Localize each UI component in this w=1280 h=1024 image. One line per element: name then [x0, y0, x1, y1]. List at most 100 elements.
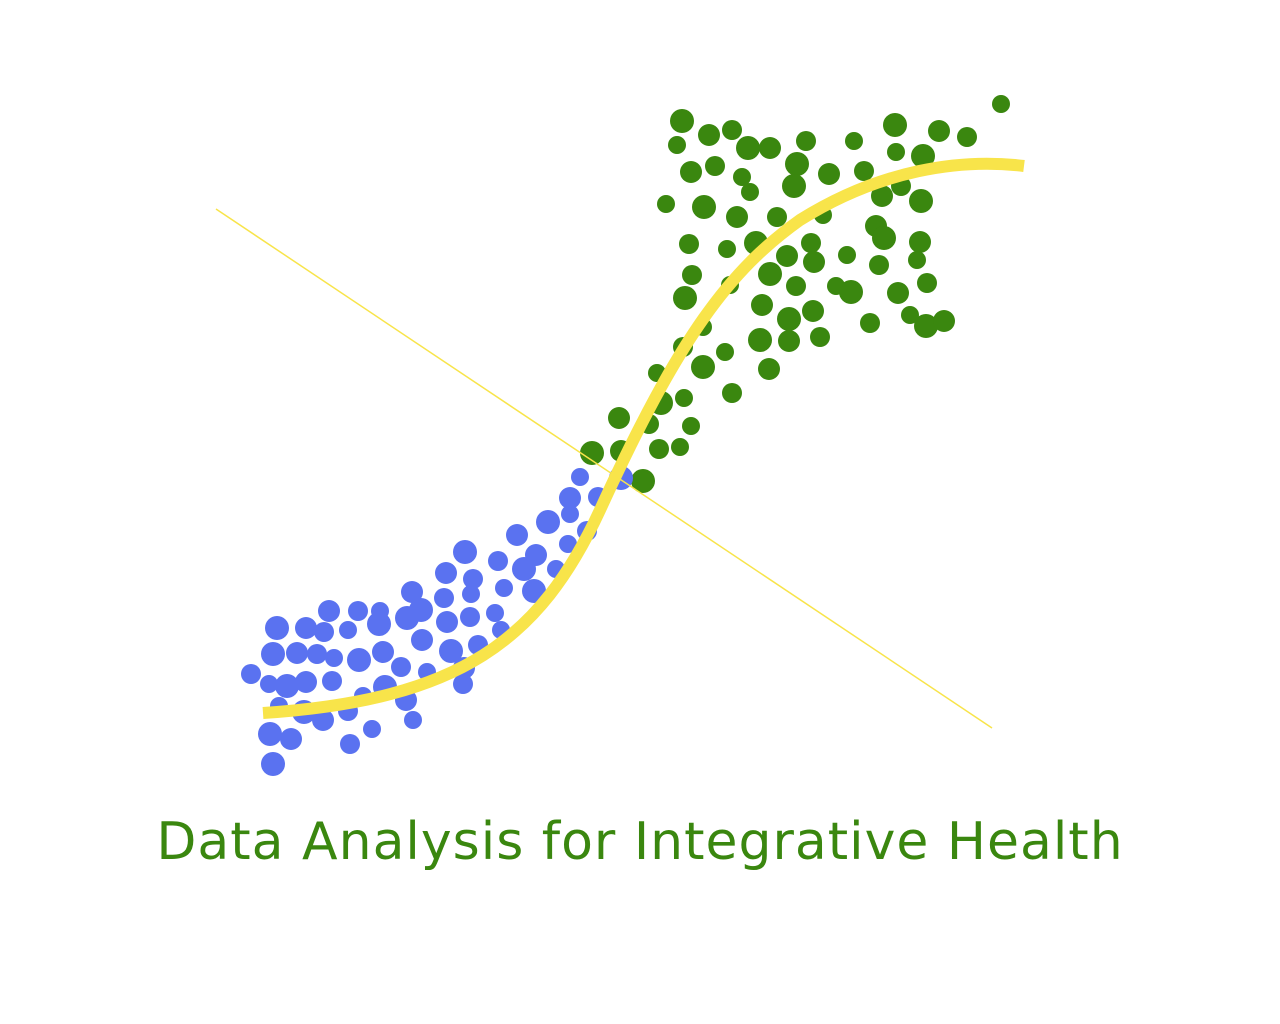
blue-dot [522, 579, 546, 603]
green-dot [670, 109, 694, 133]
blue-dot [434, 588, 454, 608]
sigmoid-curve [262, 157, 1025, 719]
green-dot [726, 206, 748, 228]
blue-dot [347, 648, 371, 672]
green-dot [796, 131, 816, 151]
green-dot [691, 355, 715, 379]
green-dot [871, 185, 893, 207]
green-dot [692, 195, 716, 219]
blue-dot [571, 468, 589, 486]
green-dot [777, 307, 801, 331]
green-dot [782, 174, 806, 198]
green-dot [957, 127, 977, 147]
blue-dot [340, 734, 360, 754]
blue-dot [435, 562, 457, 584]
blue-dot [401, 581, 423, 603]
green-dot [786, 276, 806, 296]
blue-dot [339, 621, 357, 639]
green-dot [751, 294, 773, 316]
blue-dot [280, 728, 302, 750]
green-dot [909, 189, 933, 213]
blue-dot [436, 611, 458, 633]
blue-dot [307, 644, 327, 664]
green-dot [908, 251, 926, 269]
green-dot [860, 313, 880, 333]
green-dot [668, 136, 686, 154]
blue-dot [506, 524, 528, 546]
blue-dot [314, 622, 334, 642]
green-dot [679, 234, 699, 254]
blue-dot [486, 604, 504, 622]
green-dot [722, 120, 742, 140]
green-dot [917, 273, 937, 293]
green-dot [705, 156, 725, 176]
blue-dot [295, 671, 317, 693]
blue-dot [261, 752, 285, 776]
blue-dot [258, 722, 282, 746]
blue-dot [265, 616, 289, 640]
green-dot [839, 280, 863, 304]
divider-line [215, 208, 993, 729]
green-dot-cluster [580, 95, 1010, 493]
blue-dot [261, 642, 285, 666]
blue-dot [372, 641, 394, 663]
green-dot [928, 120, 950, 142]
green-dot [758, 262, 782, 286]
green-dot [649, 439, 669, 459]
green-dot [992, 95, 1010, 113]
blue-dot [286, 642, 308, 664]
blue-dot [325, 649, 343, 667]
green-dot [869, 255, 889, 275]
green-dot [872, 226, 896, 250]
green-dot [838, 246, 856, 264]
blue-dot [536, 510, 560, 534]
green-dot [854, 161, 874, 181]
blue-dot [275, 674, 299, 698]
blue-dot-cluster [241, 466, 633, 776]
green-dot [722, 383, 742, 403]
blue-dot [495, 579, 513, 597]
green-dot [845, 132, 863, 150]
green-dot [818, 163, 840, 185]
blue-dot [453, 540, 477, 564]
blue-dot [367, 612, 391, 636]
blue-dot [488, 551, 508, 571]
blue-dot [260, 675, 278, 693]
green-dot [758, 358, 780, 380]
green-dot [733, 168, 751, 186]
green-dot [911, 144, 935, 168]
green-dot [785, 152, 809, 176]
green-dot [580, 441, 604, 465]
blue-dot [462, 585, 480, 603]
green-dot [682, 265, 702, 285]
green-dot [883, 113, 907, 137]
green-dot [675, 389, 693, 407]
green-dot [933, 310, 955, 332]
green-dot [631, 469, 655, 493]
blue-dot [453, 674, 473, 694]
green-dot [909, 231, 931, 253]
green-dot [803, 251, 825, 273]
page-title: Data Analysis for Integrative Health [156, 812, 1124, 872]
green-dot [801, 233, 821, 253]
green-dot [698, 124, 720, 146]
green-dot [682, 417, 700, 435]
blue-dot [395, 606, 419, 630]
green-dot [736, 136, 760, 160]
green-dot [901, 306, 919, 324]
green-dot [887, 282, 909, 304]
logo-graphic [215, 95, 1025, 776]
green-dot [914, 314, 938, 338]
green-dot [810, 327, 830, 347]
green-dot [718, 240, 736, 258]
blue-dot [463, 569, 483, 589]
blue-dot [363, 720, 381, 738]
blue-dot [391, 657, 411, 677]
blue-dot [295, 617, 317, 639]
blue-dot [512, 557, 536, 581]
blue-dot [460, 607, 480, 627]
blue-dot [318, 600, 340, 622]
green-dot [680, 161, 702, 183]
blue-dot [322, 671, 342, 691]
blue-dot [439, 639, 463, 663]
